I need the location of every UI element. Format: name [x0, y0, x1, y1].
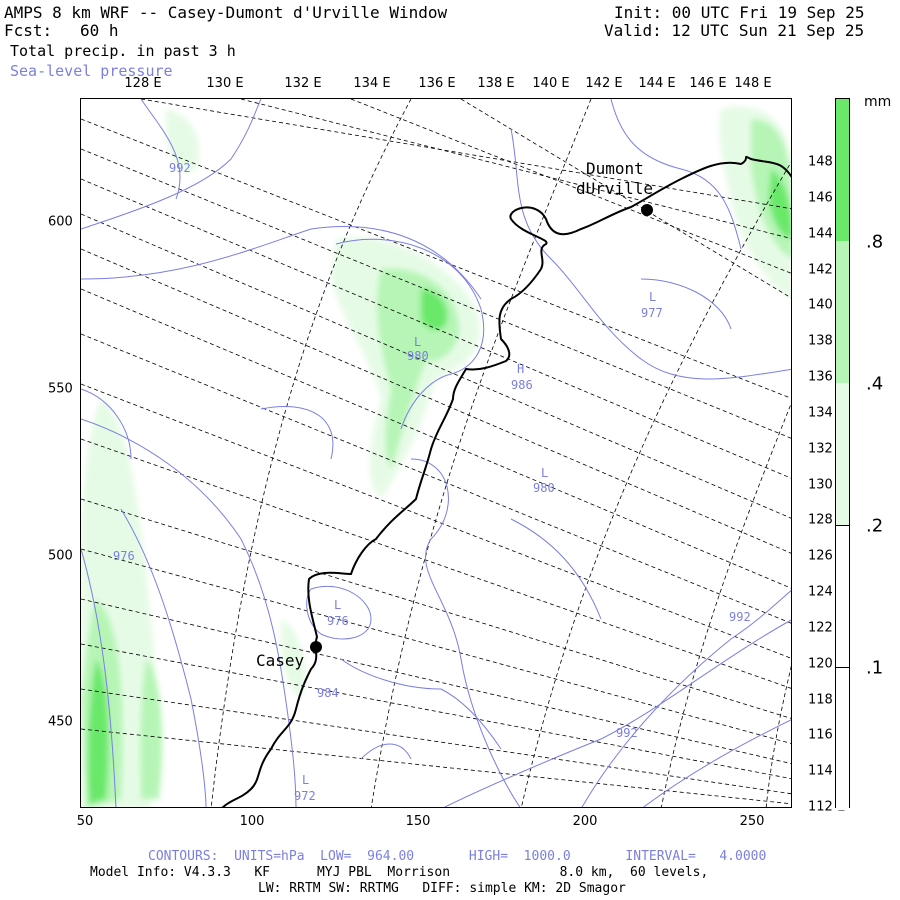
pressure-label-value: 972 [294, 789, 316, 803]
casey-station-marker [310, 641, 322, 653]
pressure-label-letter: L [541, 466, 548, 480]
dumont-station-marker [641, 204, 653, 216]
precip-colorbar [835, 98, 850, 810]
map-title: AMPS 8 km WRF -- Casey-Dumont d'Urville … [4, 3, 448, 22]
bottom-x-tick-label: 250 [739, 814, 765, 829]
valid-time: Valid: 12 UTC Sun 21 Sep 25 [604, 21, 865, 40]
top-longitude-label: 138 E [477, 76, 515, 91]
precip-area-heavy [769, 169, 791, 239]
pressure-label-value: 992 [169, 161, 191, 175]
pressure-label-value: 980 [533, 481, 555, 495]
pressure-label-value: 992 [729, 610, 751, 624]
primary-field-label: Total precip. in past 3 h [10, 42, 236, 60]
colorbar-unit: mm [864, 94, 892, 110]
bottom-x-tick-label: 50 [76, 814, 94, 829]
colorbar-segment-heavy [836, 99, 849, 241]
left-y-tick-label: 500 [48, 548, 73, 564]
top-longitude-label: 132 E [284, 76, 322, 91]
map-panel: Dumont dUrville Casey 992 L 980 H 986 L … [80, 98, 792, 808]
init-time: Init: 00 UTC Fri 19 Sep 25 [614, 3, 865, 22]
precip-shading [81, 106, 791, 807]
pressure-label-value: 976 [327, 614, 349, 628]
model-info: Model Info: V4.3.3 KF MYJ PBL Morrison 8… [90, 865, 709, 880]
top-longitude-label: 148 E [734, 76, 772, 91]
dumont-station-name: Dumont [586, 159, 644, 178]
colorbar-label-0.4: .4 [866, 373, 884, 395]
casey-station-name: Casey [256, 651, 305, 670]
pressure-label-letter: L [302, 773, 309, 787]
top-longitude-label: 142 E [585, 76, 623, 91]
left-y-tick-label: 450 [48, 714, 73, 730]
bottom-x-tick-label: 200 [572, 814, 598, 829]
colorbar-segment-trace [836, 525, 849, 668]
colorbar-segment-mid [836, 241, 849, 383]
pressure-label-letter: L [649, 290, 656, 304]
map-svg: Dumont dUrville Casey 992 L 980 H 986 L … [81, 99, 791, 807]
pressure-contours [81, 99, 791, 807]
coastline [221, 155, 791, 807]
forecast-hour-label: Fcst: [4, 21, 53, 40]
dumont-station-name-2: dUrville [576, 179, 653, 198]
precip-area-heavy [87, 659, 109, 804]
pressure-label-value: 980 [407, 349, 429, 363]
left-y-tick-label: 600 [48, 214, 73, 230]
pressure-label-value: 992 [616, 726, 638, 740]
secondary-field-label: Sea-level pressure [10, 62, 173, 80]
left-y-tick-label: 550 [48, 381, 73, 397]
top-longitude-label: 136 E [418, 76, 456, 91]
bottom-x-tick-label: 150 [405, 814, 431, 829]
top-longitude-label: 128 E [124, 76, 162, 91]
top-longitude-label: 140 E [532, 76, 570, 91]
pressure-labels: 992 L 980 H 986 L 977 L 980 976 L 976 98… [113, 161, 751, 803]
bottom-x-tick-label: 100 [239, 814, 265, 829]
longitude-grid [81, 99, 791, 805]
physics-info: LW: RRTM SW: RRTMG DIFF: simple KM: 2D S… [258, 881, 626, 896]
forecast-hour-value: 60 h [80, 21, 119, 40]
contour-info: CONTOURS: UNITS=hPa LOW= 964.00 HIGH= 10… [148, 849, 767, 864]
pressure-label-value: 986 [511, 378, 533, 392]
pressure-label-letter: H [517, 362, 524, 376]
colorbar-segment-light [836, 383, 849, 525]
colorbar-label-0.1: .1 [866, 657, 884, 679]
top-longitude-label: 130 E [206, 76, 244, 91]
pressure-label-value: 977 [641, 306, 663, 320]
top-longitude-label: 146 E [689, 76, 727, 91]
pressure-label-value: 984 [317, 686, 339, 700]
pressure-label-value: 976 [113, 549, 135, 563]
pressure-label-letter: L [334, 598, 341, 612]
pressure-label-letter: L [414, 335, 421, 349]
colorbar-segment-none [836, 667, 849, 810]
precip-area-mid [140, 659, 163, 799]
top-longitude-label: 144 E [638, 76, 676, 91]
top-longitude-label: 134 E [353, 76, 391, 91]
precip-area-heavy [421, 289, 448, 331]
colorbar-label-0.8: .8 [866, 231, 884, 253]
precip-area-light [280, 619, 305, 699]
colorbar-label-0.2: .2 [866, 515, 884, 537]
